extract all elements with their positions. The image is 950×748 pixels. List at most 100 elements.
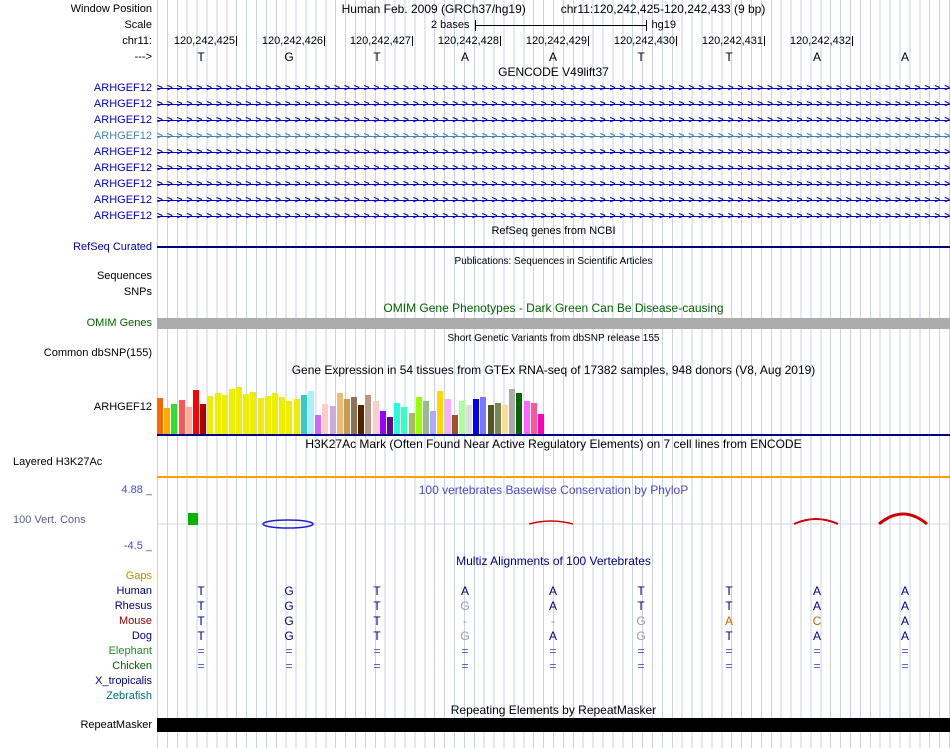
ruler-coordinates[interactable]: 120,242,425 120,242,426 120,242,427 120,242… (157, 33, 950, 49)
omim-title-row: OMIM Gene Phenotypes - Dark Green Can Be… (0, 300, 950, 315)
gene-label[interactable]: ARHGEF12 (93, 114, 152, 126)
species-label[interactable]: Chicken (112, 659, 152, 672)
gtex-tissue-bar (185, 407, 192, 434)
alignment-base: T (373, 583, 381, 598)
species-label[interactable]: Rhesus (114, 599, 152, 612)
gtex-tissue-bar (307, 391, 314, 434)
gene-label[interactable]: ARHGEF12 (93, 194, 152, 206)
gene-label[interactable]: ARHGEF12 (93, 130, 152, 142)
dbsnp-track-title[interactable]: Short Genetic Variants from dbSNP releas… (447, 332, 660, 344)
track-area: >>>>>>>>>>>>>>>>>>>>>>>>>>>>>>>>>>>>>>>>… (157, 112, 950, 128)
alignment-base: A (460, 583, 469, 598)
gtex-tissue-bar (243, 394, 250, 434)
gene-arrow-line[interactable]: >>>>>>>>>>>>>>>>>>>>>>>>>>>>>>>>>>>>>>>>… (157, 113, 950, 127)
gene-label[interactable]: ARHGEF12 (93, 162, 152, 174)
layered-h3k27ac-label[interactable]: Layered H3K27Ac (13, 456, 103, 468)
repeatmasker-bar[interactable] (157, 718, 950, 732)
alignment-base: G (284, 583, 294, 598)
alignment-base: C (812, 613, 822, 628)
multiz-species-row: Dog T G T G A G T A A (0, 628, 950, 643)
gene-arrow-line[interactable]: >>>>>>>>>>>>>>>>>>>>>>>>>>>>>>>>>>>>>>>>… (157, 97, 950, 111)
base-letter: A (900, 49, 909, 64)
gencode-transcript-row: ARHGEF12 >>>>>>>>>>>>>>>>>>>>>>>>>>>>>>>>… (0, 128, 950, 144)
gene-label[interactable]: ARHGEF12 (93, 98, 152, 110)
coordinate-label: 120,242,429 (501, 35, 589, 47)
refseq-track-title[interactable]: RefSeq genes from NCBI (491, 225, 616, 237)
omim-genes-row: OMIM Genes (0, 315, 950, 331)
alignment-base: T (725, 628, 733, 643)
alignment-base: T (373, 628, 381, 643)
gencode-rows: ARHGEF12 >>>>>>>>>>>>>>>>>>>>>>>>>>>>>>>>… (0, 80, 950, 224)
track-area: >>>>>>>>>>>>>>>>>>>>>>>>>>>>>>>>>>>>>>>>… (157, 160, 950, 176)
gene-arrow-line[interactable]: >>>>>>>>>>>>>>>>>>>>>>>>>>>>>>>>>>>>>>>>… (157, 81, 950, 95)
conservation-wiggle[interactable] (157, 500, 950, 540)
scale-row: Scale 2 bases hg19 (0, 17, 950, 33)
gtex-tissue-bar (415, 397, 422, 434)
repeatmasker-track-title[interactable]: Repeating Elements by RepeatMasker (450, 703, 657, 717)
gtex-tissue-bar (272, 393, 278, 434)
gaps-label[interactable]: Gaps (125, 569, 152, 582)
gene-arrow-line[interactable]: >>>>>>>>>>>>>>>>>>>>>>>>>>>>>>>>>>>>>>>>… (157, 209, 950, 223)
gtex-bars[interactable] (157, 387, 545, 434)
multiz-species-row: Chicken = = = = = = = = = (0, 658, 950, 673)
gene-label[interactable]: ARHGEF12 (93, 82, 152, 94)
coordinate-label: 120,242,430 (589, 35, 677, 47)
alignment-base: = (813, 643, 821, 658)
gene-arrow-line[interactable]: >>>>>>>>>>>>>>>>>>>>>>>>>>>>>>>>>>>>>>>>… (157, 129, 950, 143)
species-label[interactable]: Mouse (118, 614, 152, 627)
omim-track-title[interactable]: OMIM Gene Phenotypes - Dark Green Can Be… (383, 300, 724, 315)
gtex-tissue-bar (250, 392, 257, 434)
conservation-label[interactable]: 100 Vert. Cons (13, 514, 86, 526)
base-letter: T (725, 49, 733, 64)
species-label[interactable]: Elephant (108, 644, 152, 657)
conservation-red-peak (878, 512, 928, 526)
gencode-transcript-row: ARHGEF12 >>>>>>>>>>>>>>>>>>>>>>>>>>>>>>>>… (0, 144, 950, 160)
conservation-track-title[interactable]: 100 vertebrates Basewise Conservation by… (418, 483, 689, 497)
gtex-tissue-bar (178, 400, 185, 434)
h3k27ac-track-title[interactable]: H3K27Ac Mark (Often Found Near Active Re… (305, 437, 802, 451)
track-area: >>>>>>>>>>>>>>>>>>>>>>>>>>>>>>>>>>>>>>>>… (157, 96, 950, 112)
gtex-chart-row: ARHGEF12 (0, 378, 950, 436)
track-area: >>>>>>>>>>>>>>>>>>>>>>>>>>>>>>>>>>>>>>>>… (157, 176, 950, 192)
alignment-base: A (900, 613, 909, 628)
common-dbsnp-label[interactable]: Common dbSNP(155) (43, 347, 152, 359)
alignment-cells: = = = = = = = = = (157, 658, 950, 673)
repeatmasker-label[interactable]: RepeatMasker (80, 719, 152, 731)
gencode-track-title[interactable]: GENCODE V49lift37 (498, 65, 609, 79)
species-label[interactable]: Human (116, 584, 152, 597)
gtex-tissue-bar (458, 401, 465, 434)
gene-label[interactable]: ARHGEF12 (93, 178, 152, 190)
gene-label[interactable]: ARHGEF12 (93, 146, 152, 158)
alignment-base: = (285, 658, 293, 673)
gene-arrow-line[interactable]: >>>>>>>>>>>>>>>>>>>>>>>>>>>>>>>>>>>>>>>>… (157, 177, 950, 191)
gene-label[interactable]: ARHGEF12 (93, 210, 152, 222)
gene-arrow-line[interactable]: >>>>>>>>>>>>>>>>>>>>>>>>>>>>>>>>>>>>>>>>… (157, 145, 950, 159)
sequences-label[interactable]: Sequences (96, 270, 152, 282)
omim-genes-bar[interactable] (157, 317, 950, 329)
alignment-base: G (284, 628, 294, 643)
multiz-track-title[interactable]: Multiz Alignments of 100 Vertebrates (456, 554, 651, 568)
base-letter: A (460, 49, 469, 64)
gtex-tissue-bar (322, 404, 329, 434)
species-label[interactable]: Zebrafish (106, 689, 152, 702)
publications-track-title[interactable]: Publications: Sequences in Scientific Ar… (454, 256, 653, 267)
species-label[interactable]: Dog (131, 629, 152, 642)
gene-arrow-line[interactable]: >>>>>>>>>>>>>>>>>>>>>>>>>>>>>>>>>>>>>>>>… (157, 193, 950, 207)
base-letter: T (197, 49, 205, 64)
gene-arrow-line[interactable]: >>>>>>>>>>>>>>>>>>>>>>>>>>>>>>>>>>>>>>>>… (157, 161, 950, 175)
publications-title-row: Publications: Sequences in Scientific Ar… (0, 255, 950, 268)
conservation-title-row: 4.88 _ 100 vertebrates Basewise Conserva… (0, 480, 950, 500)
gtex-track-title[interactable]: Gene Expression in 54 tissues from GTEx … (291, 362, 816, 377)
refseq-gene-line[interactable] (157, 245, 950, 248)
h3k27ac-signal-line[interactable] (157, 476, 950, 478)
gtex-gene-label[interactable]: ARHGEF12 (93, 401, 152, 413)
conservation-row: 100 Vert. Cons (0, 500, 950, 540)
repeatmasker-row: RepeatMasker (0, 717, 950, 733)
omim-genes-label[interactable]: OMIM Genes (86, 317, 152, 329)
refseq-curated-label[interactable]: RefSeq Curated (73, 240, 152, 253)
scale-value: 2 bases (430, 19, 470, 31)
snps-label[interactable]: SNPs (123, 286, 152, 298)
gtex-tissue-bar (293, 399, 300, 434)
species-label[interactable]: X_tropicalis (95, 674, 152, 687)
